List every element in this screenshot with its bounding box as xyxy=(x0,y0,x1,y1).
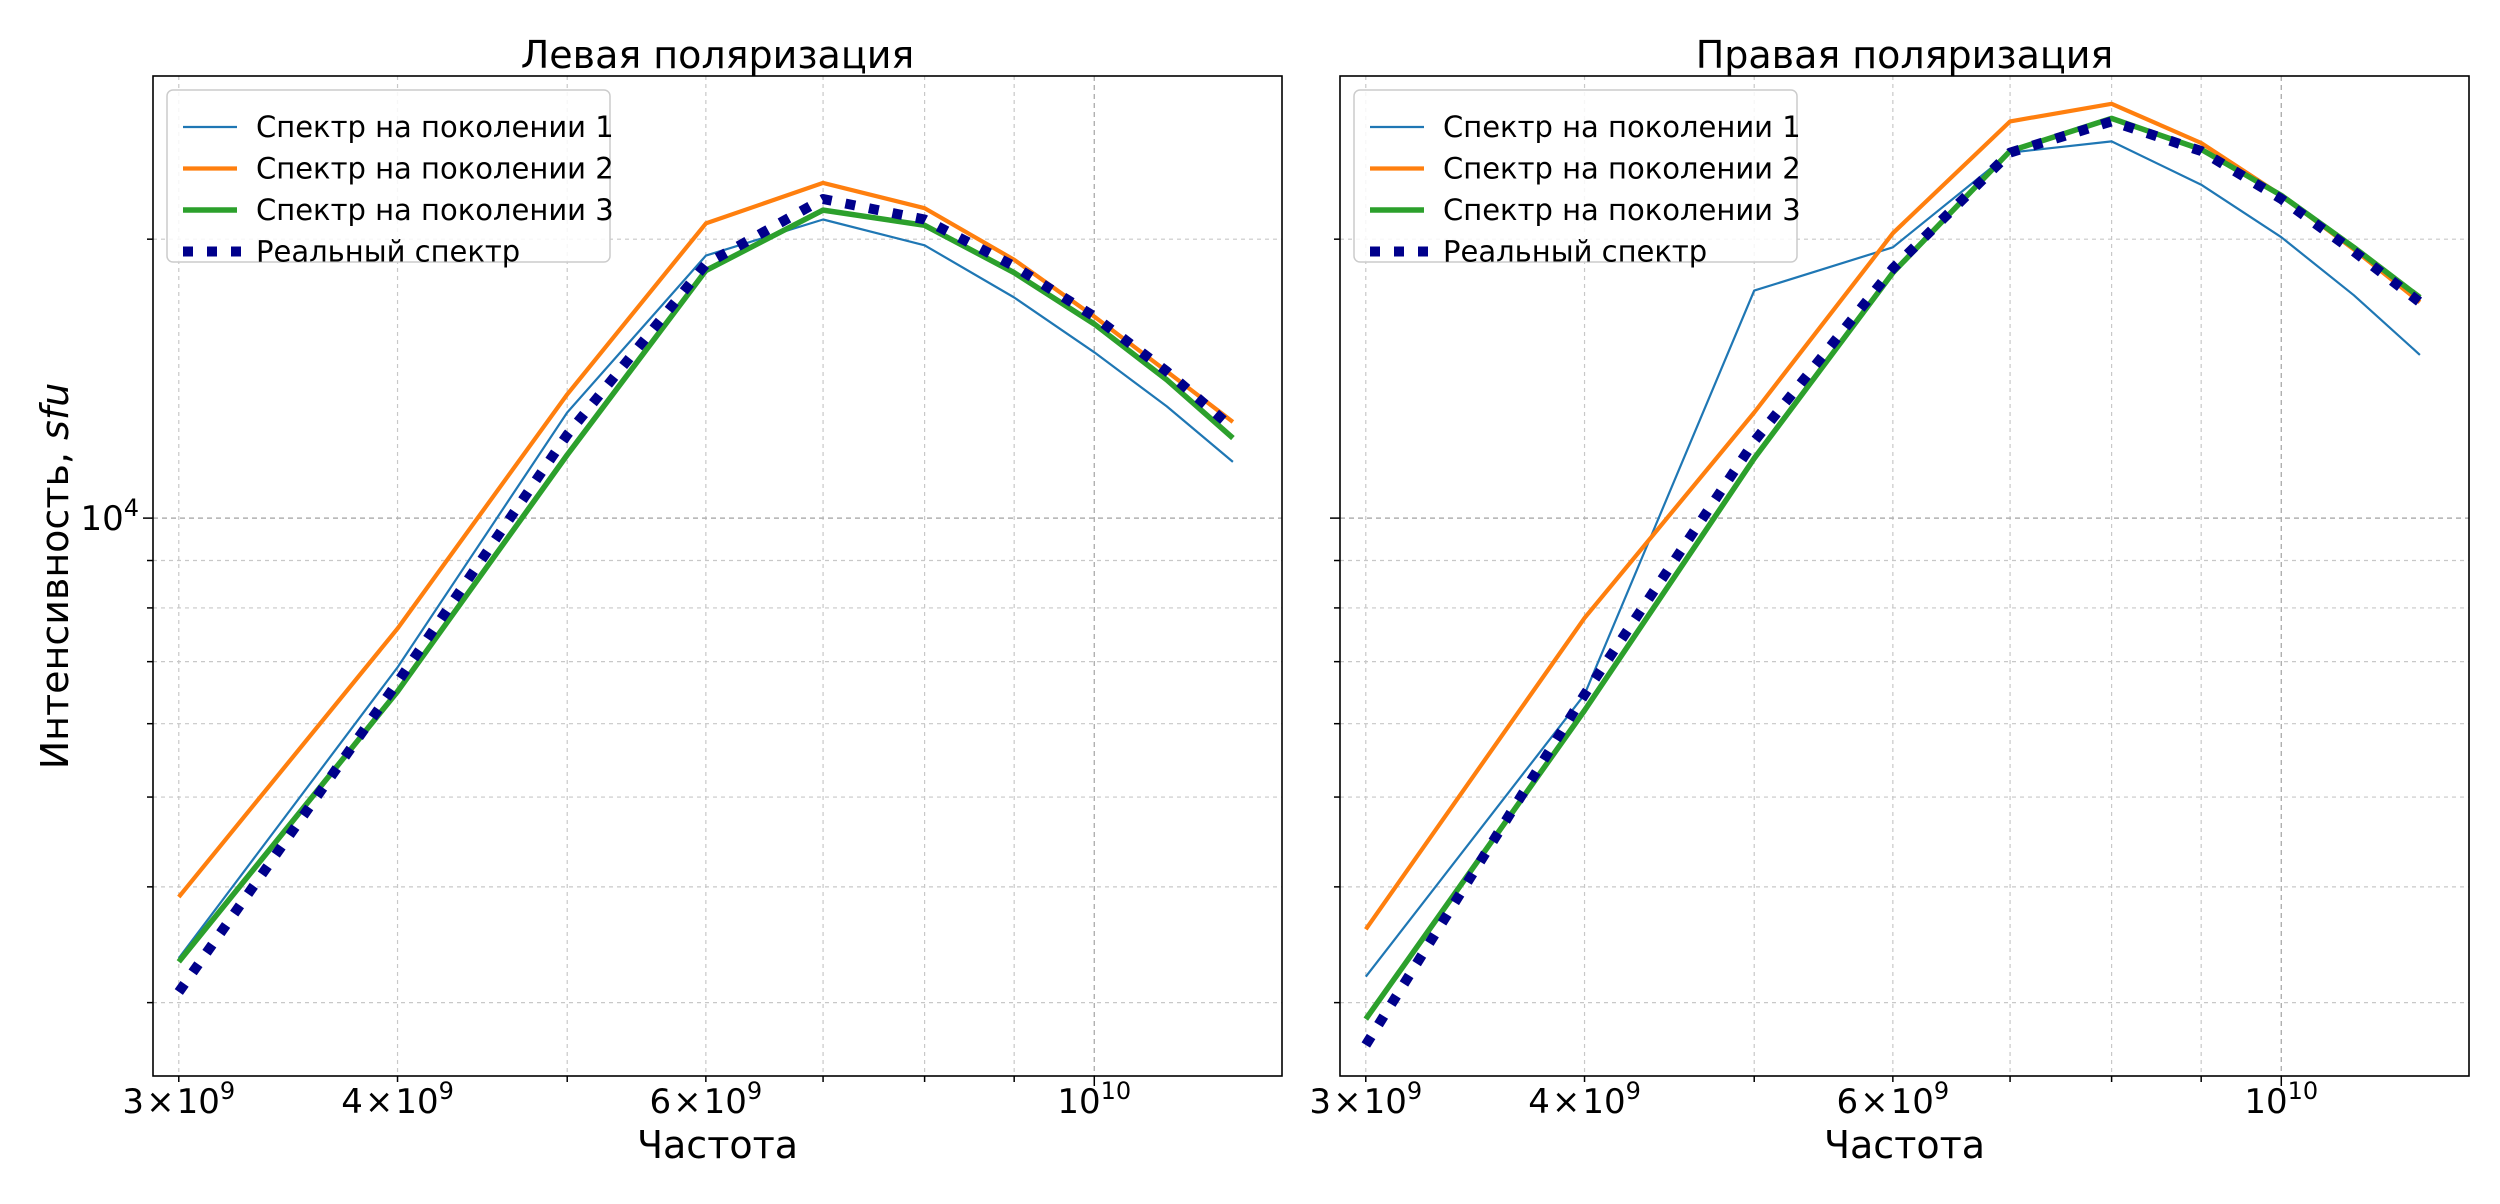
x-tick-label: 1010 xyxy=(1057,1077,1131,1122)
x-tick-label: 6×109 xyxy=(1837,1077,1950,1122)
y-tick-label: 104 xyxy=(80,494,139,539)
chart-title: Правая поляризация xyxy=(1696,33,2114,77)
legend-entry-label: Спектр на поколении 2 xyxy=(256,152,614,186)
legend-box xyxy=(1353,89,1798,263)
plot-frame xyxy=(1339,75,2470,1077)
x-tick-label: 4×109 xyxy=(341,1077,454,1122)
legend: Спектр на поколении 1 Спектр на поколении… xyxy=(166,89,614,269)
x-axis-label: Частота xyxy=(637,1123,798,1167)
legend-entry-label: Реальный спектр xyxy=(1443,235,1707,269)
series-line-real xyxy=(174,194,1237,995)
series-line-gen3 xyxy=(176,207,1235,964)
series-line-real xyxy=(1361,116,2423,1048)
legend-entry-label: Реальный спектр xyxy=(256,235,520,269)
chart-title: Левая поляризация xyxy=(521,33,915,77)
x-tick-label: 3×109 xyxy=(122,1077,235,1122)
x-tick-label: 3×109 xyxy=(1309,1077,1422,1122)
series-group xyxy=(1361,101,2423,1048)
x-tick-label: 6×109 xyxy=(650,1077,763,1122)
series-line-gen1 xyxy=(177,218,1234,959)
x-axis-label: Частота xyxy=(1824,1123,1985,1167)
legend-entry-label: Спектр на поколении 2 xyxy=(1443,152,1801,186)
panel-2: Правая поляризация Частота 3×109 4×109 6×109… xyxy=(1309,33,2470,1167)
legend-box xyxy=(166,89,611,263)
legend-entry-label: Спектр на поколении 3 xyxy=(1443,193,1801,227)
grid xyxy=(153,76,1282,1076)
plot-frame xyxy=(152,75,1283,1077)
y-axis-label: Интенсивность, sfu xyxy=(33,383,77,770)
legend: Спектр на поколении 1 Спектр на поколении… xyxy=(1353,89,1801,269)
x-tick-label: 4×109 xyxy=(1528,1077,1641,1122)
panel-1: Левая поляризация Частота 3×109 4×109 6×109 1… xyxy=(80,33,1283,1167)
legend-entry-label: Спектр на поколении 1 xyxy=(1443,110,1801,144)
legend-entry-label: Спектр на поколении 1 xyxy=(256,110,614,144)
series-line-gen1 xyxy=(1364,140,2421,978)
series-group xyxy=(174,180,1237,995)
x-tick-label: 1010 xyxy=(2244,1077,2318,1122)
grid xyxy=(1340,76,2469,1076)
legend-entry-label: Спектр на поколении 3 xyxy=(256,193,614,227)
